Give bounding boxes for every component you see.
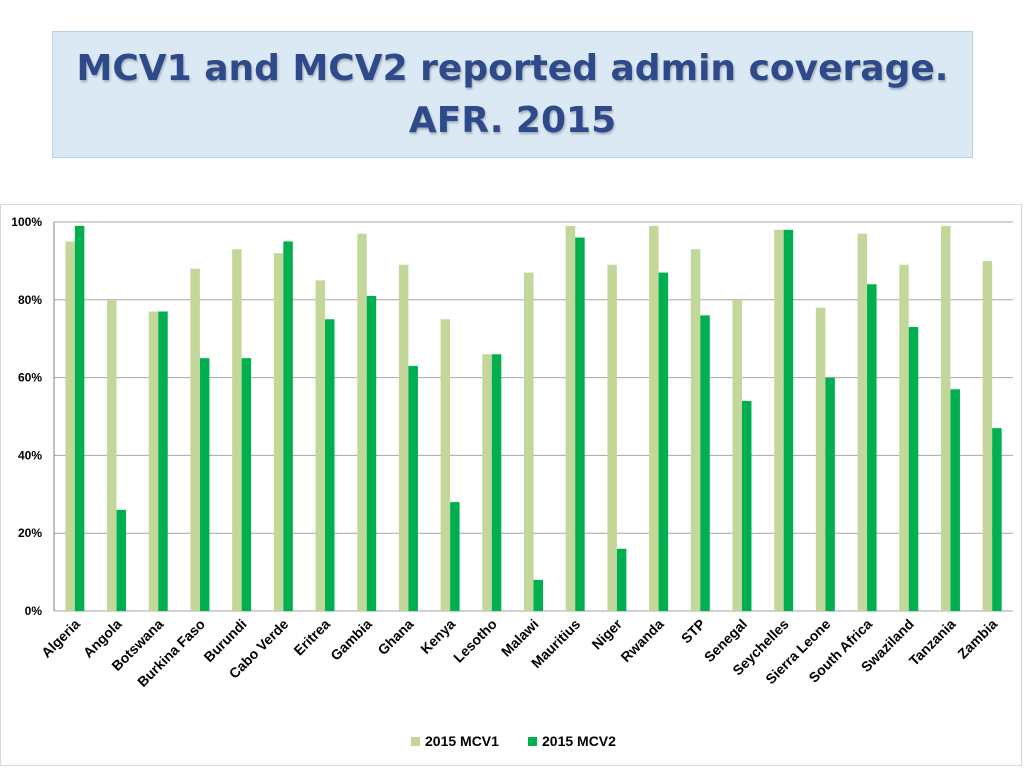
bar-mcv2 <box>616 548 627 611</box>
bar-mcv1 <box>148 311 159 611</box>
x-category-label: Niger <box>588 615 625 652</box>
title-box: MCV1 and MCV2 reported admin coverage. A… <box>52 31 973 158</box>
y-tick-label: 20% <box>18 526 42 540</box>
bar-mcv1 <box>232 249 242 612</box>
bar-mcv1 <box>732 299 742 611</box>
x-category-label: Gambia <box>327 616 375 664</box>
bar-mcv2 <box>199 358 210 611</box>
bar-mcv1 <box>774 229 784 611</box>
bar-mcv1 <box>398 264 409 611</box>
y-tick-label: 40% <box>18 448 42 462</box>
x-category-label: Tanzania <box>906 616 959 669</box>
bar-mcv2 <box>700 315 710 611</box>
x-category-label: Algeria <box>38 616 83 661</box>
x-category-label: Lesotho <box>450 616 500 666</box>
bar-mcv1 <box>815 307 826 611</box>
bar-mcv1 <box>690 249 701 612</box>
bar-mcv1 <box>982 260 993 611</box>
x-category-label: Zambia <box>954 616 1000 662</box>
bar-mcv2 <box>992 428 1002 611</box>
bar-mcv2 <box>741 400 752 611</box>
y-tick-label: 60% <box>18 371 42 385</box>
bar-mcv2 <box>325 319 335 611</box>
bar-mcv2 <box>867 284 877 611</box>
chart-title-line-1: MCV1 and MCV2 reported admin coverage. <box>76 47 949 89</box>
bar-mcv2 <box>575 237 585 611</box>
bar-mcv1 <box>899 264 909 611</box>
chart-title-line-2: AFR. 2015 <box>408 99 617 141</box>
bar-mcv1 <box>482 354 492 611</box>
bar-mcv2 <box>450 502 460 611</box>
bar-mcv2 <box>658 272 669 611</box>
y-tick-label: 100% <box>11 215 42 229</box>
bar-mcv1 <box>940 225 951 611</box>
bar-mcv2 <box>74 225 85 611</box>
bar-mcv2 <box>950 389 960 611</box>
bar-mcv1 <box>315 280 326 611</box>
y-tick-label: 0% <box>25 604 43 618</box>
bar-mcv1 <box>857 233 868 612</box>
bar-mcv1 <box>565 225 576 611</box>
x-category-label: STP <box>678 616 709 647</box>
bar-mcv1 <box>273 253 284 611</box>
bar-mcv2 <box>908 327 919 611</box>
x-category-label: Rwanda <box>617 616 666 665</box>
bar-mcv2 <box>366 295 377 611</box>
legend-mcv2-swatch <box>528 737 537 746</box>
legend-mcv1-label: 2015 MCV1 <box>425 733 499 749</box>
bar-mcv2 <box>408 365 418 611</box>
y-tick-label: 80% <box>18 293 42 307</box>
legend-mcv1-swatch <box>411 737 420 746</box>
bar-mcv1 <box>107 299 117 611</box>
bar-mcv2 <box>116 509 127 611</box>
bar-mcv1 <box>190 268 200 611</box>
bar-mcv2 <box>241 358 252 611</box>
chart-panel: 0% 20% 40% 60% 80% 100% Algeria Angola Botswana B… <box>0 204 1022 766</box>
bar-mcv1 <box>524 272 534 611</box>
bar-mcv2 <box>825 377 835 611</box>
bar-mcv2 <box>283 241 293 611</box>
bar-mcv1 <box>440 319 451 611</box>
bar-chart: 0%20%40%60%80%100%AlgeriaAngolaBotswanaB… <box>11 215 1013 749</box>
bar-mcv1 <box>65 241 75 611</box>
bar-mcv1 <box>649 225 659 611</box>
bar-mcv1 <box>607 264 617 611</box>
legend-mcv2-label: 2015 MCV2 <box>542 733 616 749</box>
x-category-label: Ghana <box>374 616 416 658</box>
x-category-label: Kenya <box>417 616 458 657</box>
bar-mcv2 <box>158 311 168 611</box>
bar-mcv2 <box>491 354 502 611</box>
bar-mcv2 <box>533 579 543 611</box>
bar-mcv2 <box>783 229 794 611</box>
bar-mcv1 <box>357 233 367 612</box>
